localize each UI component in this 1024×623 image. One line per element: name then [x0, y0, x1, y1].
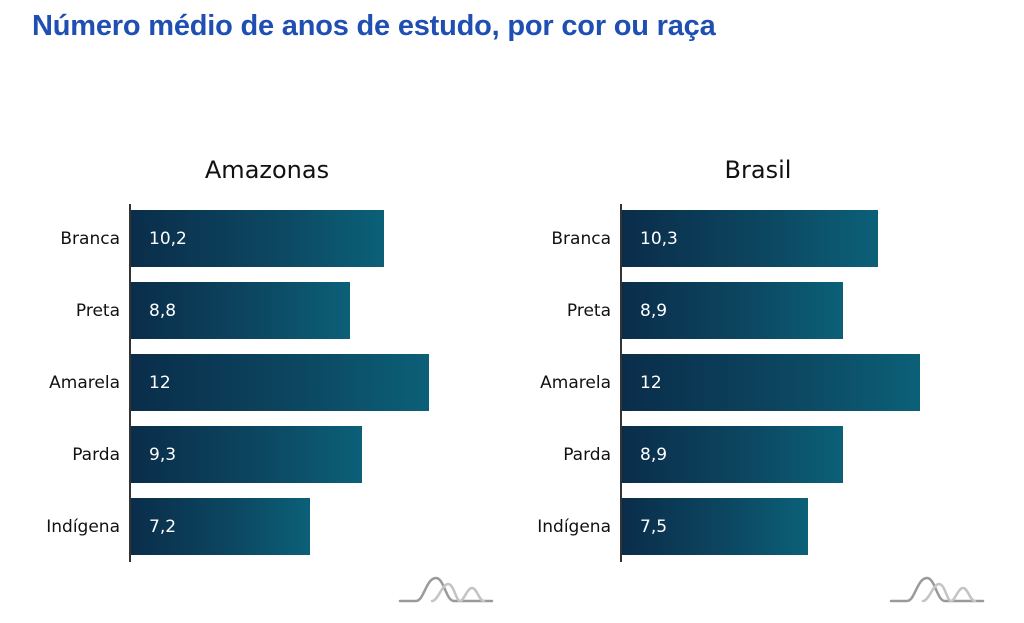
- data-label: 9,3: [149, 444, 177, 465]
- data-label: 8,9: [640, 444, 668, 465]
- category-label: Amarela: [540, 372, 611, 393]
- category-label: Branca: [551, 228, 611, 249]
- category-label: Amarela: [49, 372, 120, 393]
- bar: [131, 354, 429, 411]
- wave-logo-icon: [398, 576, 494, 603]
- data-label: 10,2: [149, 228, 187, 249]
- bar: [131, 210, 385, 267]
- bar: [622, 210, 878, 267]
- data-label: 10,3: [640, 228, 678, 249]
- category-label: Indígena: [537, 516, 611, 537]
- bar: [131, 426, 362, 483]
- bar: [622, 426, 844, 483]
- chart-title: Amazonas: [204, 156, 330, 184]
- data-label: 8,9: [640, 300, 668, 321]
- y-axis-line: [620, 204, 622, 562]
- bar: [622, 282, 844, 339]
- bar: [622, 354, 920, 411]
- chart-panel-amazonas: Amazonas Branca 10,2 Preta 8,8 Amarela 12 Pard…: [0, 150, 494, 620]
- category-label: Parda: [563, 444, 611, 465]
- category-label: Indígena: [46, 516, 120, 537]
- chart-title: Brasil: [724, 156, 792, 184]
- data-label: 12: [149, 372, 171, 393]
- category-label: Preta: [75, 300, 120, 321]
- chart-panel-brasil: Brasil Branca 10,3 Preta 8,9 Amarela 12 Parda 8…: [491, 150, 985, 620]
- category-label: Preta: [566, 300, 611, 321]
- category-label: Branca: [60, 228, 120, 249]
- data-label: 12: [640, 372, 662, 393]
- page-title: Número médio de anos de estudo, por cor …: [32, 10, 716, 42]
- data-label: 8,8: [149, 300, 177, 321]
- bar: [622, 498, 809, 555]
- wave-logo-icon: [889, 576, 985, 603]
- y-axis-line: [129, 204, 131, 562]
- bar: [131, 498, 310, 555]
- bar: [131, 282, 350, 339]
- category-label: Parda: [72, 444, 120, 465]
- data-label: 7,5: [640, 516, 668, 537]
- data-label: 7,2: [149, 516, 177, 537]
